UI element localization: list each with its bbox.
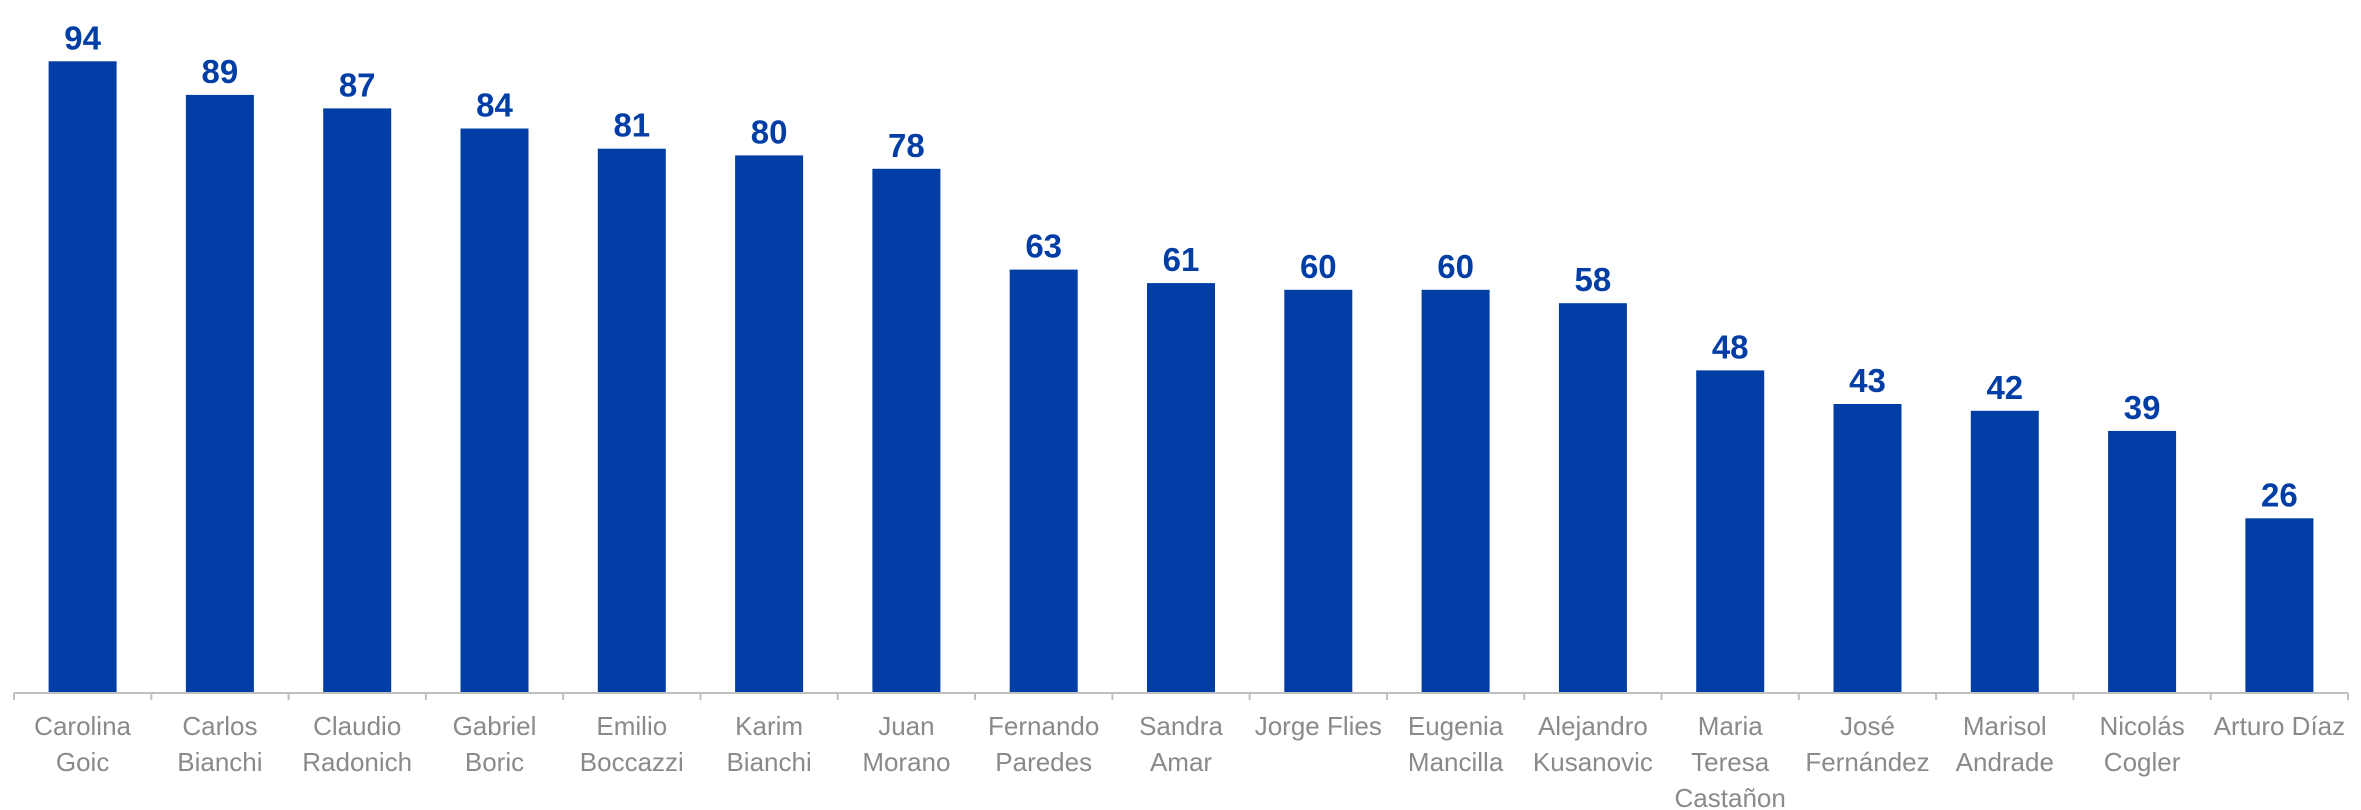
bar bbox=[2108, 430, 2177, 693]
category-label: Sandra Amar bbox=[1139, 711, 1223, 777]
category-label-line: Kusanovic bbox=[1533, 747, 1653, 777]
data-label: 60 bbox=[1437, 248, 1474, 285]
category-label: Arturo Díaz bbox=[2214, 711, 2346, 741]
category-label-line: Castañon bbox=[1675, 783, 1786, 810]
category-label-line: Alejandro bbox=[1538, 711, 1648, 741]
data-label: 39 bbox=[2124, 389, 2161, 426]
category-label-line: Maria bbox=[1698, 711, 1764, 741]
value-labels-group: 94 89 87 84 81 80 78 63 61 60 60 58 48 43 42 39 26 bbox=[64, 19, 2298, 513]
category-label-line: Radonich bbox=[302, 747, 412, 777]
category-label-line: Marisol bbox=[1963, 711, 2047, 741]
category-label: Claudio Radonich bbox=[302, 711, 412, 777]
data-label: 80 bbox=[751, 113, 788, 150]
data-label: 89 bbox=[202, 53, 239, 90]
bar bbox=[1009, 269, 1078, 693]
bar bbox=[323, 108, 392, 693]
bar bbox=[735, 155, 804, 693]
category-label-line: José bbox=[1840, 711, 1895, 741]
category-label: Carolina Goic bbox=[34, 711, 131, 777]
category-label-line: Bianchi bbox=[726, 747, 811, 777]
category-label-line: Goic bbox=[56, 747, 109, 777]
category-label: Gabriel Boric bbox=[453, 711, 537, 777]
category-label: Juan Morano bbox=[862, 711, 950, 777]
data-label: 58 bbox=[1575, 261, 1612, 298]
data-label: 81 bbox=[613, 107, 650, 144]
category-label-line: Nicolás bbox=[2099, 711, 2184, 741]
category-label-line: Gabriel bbox=[453, 711, 537, 741]
category-label-line: Fernando bbox=[988, 711, 1099, 741]
data-label: 42 bbox=[1986, 369, 2023, 406]
category-label: José Fernández bbox=[1805, 711, 1929, 777]
bar bbox=[1284, 289, 1353, 693]
category-label-line: Carlos bbox=[182, 711, 257, 741]
category-label: Jorge Flies bbox=[1255, 711, 1382, 741]
bar bbox=[185, 94, 254, 693]
category-label-line: Amar bbox=[1150, 747, 1212, 777]
bar bbox=[1147, 283, 1215, 693]
category-label: Karim Bianchi bbox=[726, 711, 811, 777]
category-label: Nicolás Cogler bbox=[2099, 711, 2184, 777]
data-label: 61 bbox=[1163, 241, 1200, 278]
x-axis-ticks bbox=[13, 693, 2349, 700]
data-label: 94 bbox=[64, 19, 101, 56]
data-label: 48 bbox=[1712, 328, 1749, 365]
category-label-line: Carolina bbox=[34, 711, 131, 741]
data-label: 63 bbox=[1025, 228, 1062, 265]
category-label-line: Arturo Díaz bbox=[2214, 711, 2346, 741]
category-label-line: Claudio bbox=[313, 711, 401, 741]
bar bbox=[1833, 404, 1902, 693]
bars-group bbox=[48, 61, 2314, 694]
bar bbox=[1421, 289, 1490, 693]
category-label-line: Andrade bbox=[1956, 747, 2054, 777]
category-label: Emilio Boccazzi bbox=[580, 711, 684, 777]
category-label-line: Bianchi bbox=[177, 747, 262, 777]
category-label-line: Eugenia bbox=[1408, 711, 1504, 741]
data-label: 78 bbox=[888, 127, 925, 164]
category-label: Alejandro Kusanovic bbox=[1533, 711, 1653, 777]
category-label-line: Morano bbox=[862, 747, 950, 777]
category-label-line: Karim bbox=[735, 711, 803, 741]
category-label-line: Fernández bbox=[1805, 747, 1929, 777]
category-label: Fernando Paredes bbox=[988, 711, 1099, 777]
category-label-line: Juan bbox=[878, 711, 934, 741]
bar bbox=[48, 61, 117, 694]
bar bbox=[2245, 518, 2314, 693]
bar bbox=[1696, 370, 1765, 693]
category-label-line: Mancilla bbox=[1408, 747, 1504, 777]
data-label: 60 bbox=[1300, 248, 1337, 285]
category-label-line: Paredes bbox=[995, 747, 1092, 777]
bar bbox=[460, 128, 529, 693]
category-label-line: Emilio bbox=[596, 711, 667, 741]
data-label: 87 bbox=[339, 66, 376, 103]
category-label-line: Cogler bbox=[2104, 747, 2181, 777]
category-label-line: Boric bbox=[465, 747, 524, 777]
bar bbox=[1558, 303, 1627, 693]
data-label: 84 bbox=[476, 87, 513, 124]
bar bbox=[597, 148, 666, 693]
category-label: Carlos Bianchi bbox=[177, 711, 262, 777]
data-label: 43 bbox=[1849, 362, 1886, 399]
bar bbox=[1970, 410, 2039, 693]
category-label: Eugenia Mancilla bbox=[1408, 711, 1504, 777]
category-label: Maria Teresa Castañon bbox=[1675, 711, 1786, 810]
category-label-line: Teresa bbox=[1691, 747, 1770, 777]
category-labels-group: Carolina Goic Carlos Bianchi Claudio Radonich… bbox=[34, 711, 2345, 810]
data-label: 26 bbox=[2261, 476, 2298, 513]
category-label-line: Boccazzi bbox=[580, 747, 684, 777]
bar bbox=[872, 168, 941, 694]
category-label-line: Sandra bbox=[1139, 711, 1223, 741]
category-label: Marisol Andrade bbox=[1956, 711, 2054, 777]
category-label-line: Jorge Flies bbox=[1255, 711, 1382, 741]
